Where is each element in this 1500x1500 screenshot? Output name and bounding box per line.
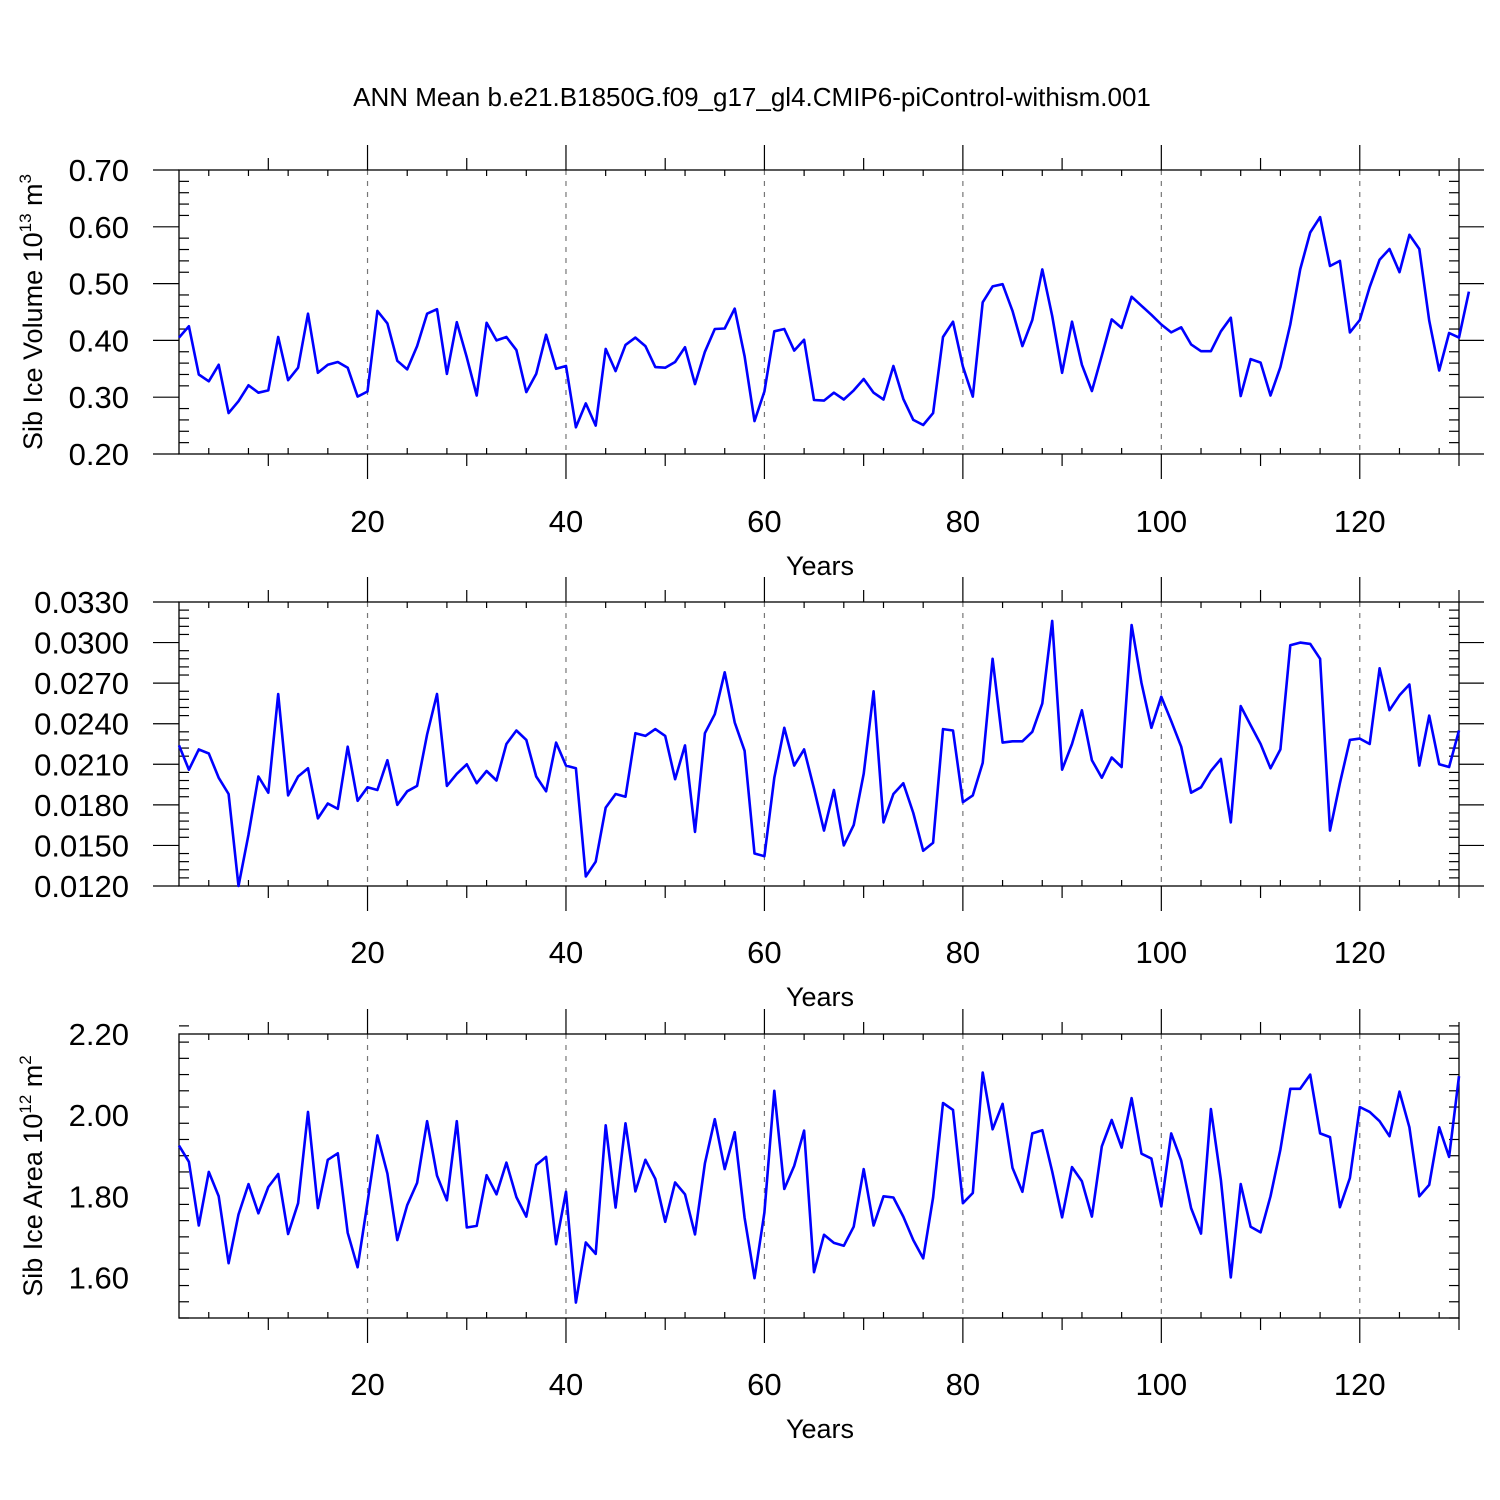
x-tick-label: 100 — [1135, 1367, 1187, 1402]
x-axis-label: Years — [786, 982, 854, 1012]
x-tick-label: 60 — [747, 935, 781, 970]
x-tick-label: 20 — [350, 1367, 384, 1402]
y-tick-label: 2.00 — [69, 1098, 129, 1133]
y-tick-label: 0.60 — [69, 210, 129, 245]
y-tick-label: 1.80 — [69, 1179, 129, 1214]
y-axis-label: Sib Ice Volume 1013 m3 — [16, 174, 48, 450]
y-tick-label: 0.20 — [69, 437, 129, 472]
x-tick-label: 80 — [946, 1367, 980, 1402]
plot-frame — [178, 601, 1460, 887]
chart-title: ANN Mean b.e21.B1850G.f09_g17_gl4.CMIP6-… — [353, 82, 1151, 112]
y-axis-label: Sib Ice Area 1012 m2 — [16, 1055, 48, 1297]
plot-frame — [178, 169, 1460, 455]
x-tick-label: 40 — [549, 1367, 583, 1402]
y-tick-label: 0.0240 — [34, 707, 129, 742]
x-tick-label: 40 — [549, 504, 583, 539]
x-tick-label: 100 — [1135, 504, 1187, 539]
x-tick-label: 120 — [1334, 935, 1386, 970]
y-tick-label: 0.0180 — [34, 788, 129, 823]
y-tick-label: 1.60 — [69, 1260, 129, 1295]
y-tick-label: 2.20 — [69, 1017, 129, 1052]
y-tick-label: 0.0270 — [34, 666, 129, 701]
x-tick-label: 80 — [946, 935, 980, 970]
y-tick-label: 0.50 — [69, 267, 129, 302]
y-tick-label: 0.0210 — [34, 747, 129, 782]
series-line — [178, 215, 1471, 429]
y-tick-label: 0.30 — [69, 380, 129, 415]
series-line — [177, 619, 1461, 888]
plot-frame — [178, 1033, 1460, 1319]
y-tick-label: 0.40 — [69, 323, 129, 358]
x-tick-label: 60 — [747, 1367, 781, 1402]
y-tick-label: 0.0330 — [34, 585, 129, 620]
x-tick-label: 40 — [549, 935, 583, 970]
x-tick-label: 120 — [1334, 1367, 1386, 1402]
chart-panels: 20 40 60 80 100 120 Years 0.20 0.30 0.40 0.50 0.60 0… — [0, 145, 1484, 1444]
y-tick-label: 0.70 — [69, 153, 129, 188]
series-line — [177, 1071, 1461, 1304]
x-tick-label: 100 — [1135, 935, 1187, 970]
x-axis-label: Years — [786, 1414, 854, 1444]
chart-panel-2: 20 40 60 80 100 120 Years 0.0120 0.0150 0.0180 0.0… — [0, 577, 1484, 1012]
x-tick-label: 20 — [350, 935, 384, 970]
x-tick-label: 20 — [350, 504, 384, 539]
x-tick-label: 120 — [1334, 504, 1386, 539]
chart-panel-3: 20 40 60 80 100 120 Years 1.60 1.80 2.00 2.20 Sib I… — [16, 1009, 1461, 1444]
y-tick-label: 0.0150 — [34, 828, 129, 863]
y-tick-label: 0.0300 — [34, 626, 129, 661]
x-axis-label: Years — [786, 551, 854, 581]
x-tick-label: 80 — [946, 504, 980, 539]
chart-panel-1: 20 40 60 80 100 120 Years 0.20 0.30 0.40 0.50 0.60 0… — [16, 145, 1484, 581]
x-tick-label: 60 — [747, 504, 781, 539]
y-tick-label: 0.0120 — [34, 869, 129, 904]
y-axis-label: Sib Snow Volume 1013 m3 — [0, 590, 14, 898]
